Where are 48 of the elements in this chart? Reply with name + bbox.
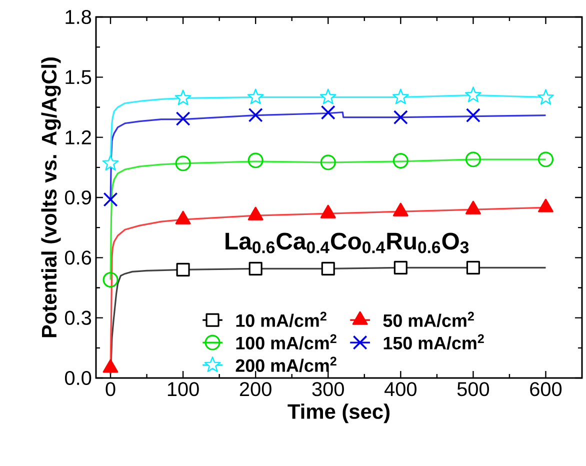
y-tick-label: 0.6 [65, 250, 92, 265]
point [392, 88, 409, 104]
y-tick-label: 0.9 [65, 190, 91, 205]
x-tick-label: 300 [312, 382, 344, 396]
x-tick-label: 500 [457, 382, 490, 396]
point [320, 105, 336, 120]
line-series [110, 158, 547, 281]
y-tick-label: 1.8 [66, 10, 92, 24]
point [466, 260, 480, 274]
point [392, 153, 408, 169]
legend-label: 100 mA/cm$^{2}$ [236, 334, 336, 350]
point [176, 111, 190, 126]
point [102, 272, 118, 288]
point [174, 90, 192, 106]
point [102, 154, 119, 170]
legend-label: 50 mA/cm$^{2}$ [383, 312, 474, 328]
point [103, 192, 118, 207]
x-tick-label: 200 [240, 382, 272, 396]
point [175, 156, 191, 172]
text: La$_{0.6}$Ca$_{0.4}$Co$_{0.4}$Ru$_{0.6}$O$_{3}$ [226, 232, 469, 254]
point [320, 154, 336, 170]
point [394, 260, 408, 274]
y-axis-title: Potential (volts vs. Ag/AgCl) [41, 58, 61, 338]
point [248, 262, 262, 276]
y-tick-label: 0.3 [65, 310, 92, 325]
y-tick-label: 0.0 [65, 370, 92, 386]
point [538, 152, 554, 168]
legend-label: 200 mA/cm$^{2}$ [236, 356, 336, 372]
x-tick-label: 100 [168, 382, 199, 396]
legend-label: 10 mA/cm$^{2}$ [236, 312, 326, 328]
x-axis-title: Time (sec) [288, 404, 390, 424]
legend-label: 150 mA/cm$^{2}$ [384, 334, 484, 350]
point [321, 262, 335, 276]
point [247, 88, 264, 104]
point [538, 89, 554, 105]
point [248, 152, 264, 168]
y-tick-label: 1.2 [66, 130, 91, 144]
point [248, 108, 263, 122]
y-tick-label: 1.5 [66, 70, 92, 84]
x-tick-label: 400 [384, 382, 416, 396]
point [393, 110, 408, 125]
point [466, 108, 480, 123]
point [176, 262, 190, 276]
point [465, 86, 482, 102]
x-tick-label: 0 [106, 382, 116, 396]
point [320, 88, 336, 104]
x-tick-label: 600 [530, 382, 562, 396]
point [465, 152, 481, 168]
